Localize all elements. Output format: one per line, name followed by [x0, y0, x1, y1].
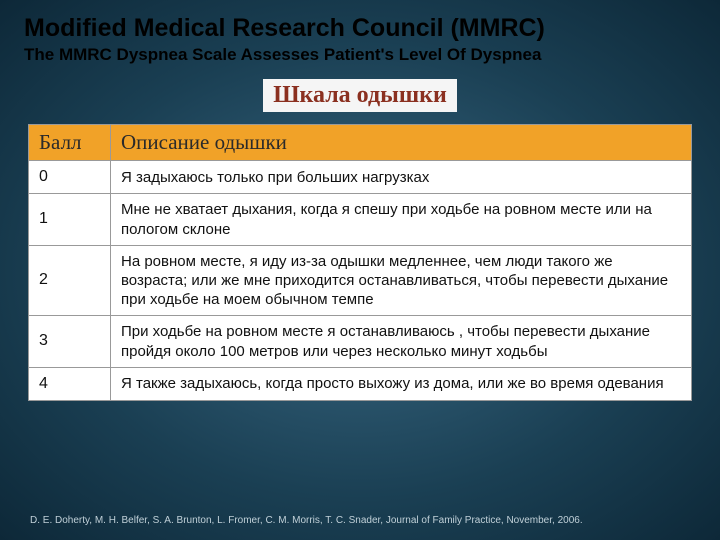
cell-grade: 2 — [29, 245, 111, 316]
cell-desc: Я задыхаюсь только при больших нагрузках — [111, 161, 692, 194]
table-row: 4 Я также задыхаюсь, когда просто выхожу… — [29, 367, 692, 400]
cell-desc: На ровном месте, я иду из-за одышки медл… — [111, 245, 692, 316]
cell-desc: Мне не хватает дыхания, когда я спешу пр… — [111, 194, 692, 245]
col-desc: Описание одышки — [111, 125, 692, 161]
dyspnea-table: Балл Описание одышки 0 Я задыхаюсь тольк… — [28, 124, 692, 401]
scale-label: Шкала одышки — [263, 79, 457, 112]
cell-desc: При ходьбе на ровном месте я останавлива… — [111, 316, 692, 367]
cell-grade: 0 — [29, 161, 111, 194]
citation: D. E. Doherty, M. H. Belfer, S. A. Brunt… — [30, 515, 690, 526]
table-row: 3 При ходьбе на ровном месте я останавли… — [29, 316, 692, 367]
cell-grade: 3 — [29, 316, 111, 367]
cell-grade: 4 — [29, 367, 111, 400]
cell-grade: 1 — [29, 194, 111, 245]
table-row: 1 Мне не хватает дыхания, когда я спешу … — [29, 194, 692, 245]
table-row: 0 Я задыхаюсь только при больших нагрузк… — [29, 161, 692, 194]
page-subtitle: The MMRC Dyspnea Scale Assesses Patient'… — [0, 45, 720, 79]
col-grade: Балл — [29, 125, 111, 161]
table-header-row: Балл Описание одышки — [29, 125, 692, 161]
table-row: 2 На ровном месте, я иду из-за одышки ме… — [29, 245, 692, 316]
page-title: Modified Medical Research Council (MMRC) — [0, 0, 720, 45]
cell-desc: Я также задыхаюсь, когда просто выхожу и… — [111, 367, 692, 400]
scale-label-container: Шкала одышки — [0, 79, 720, 112]
